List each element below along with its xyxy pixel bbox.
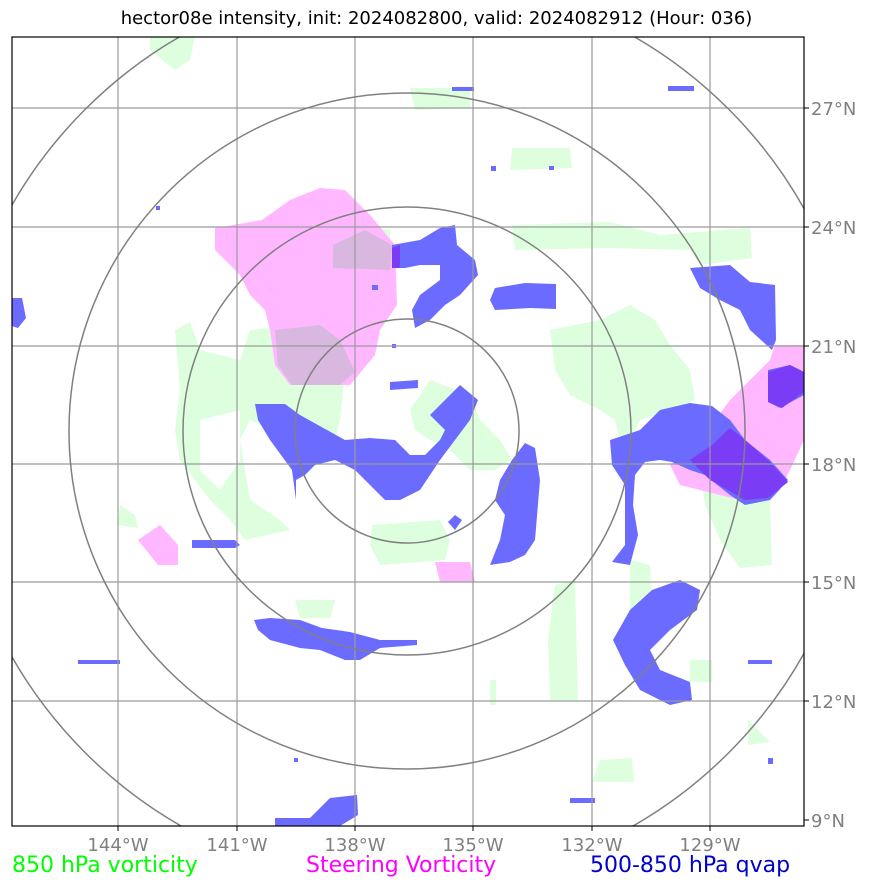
lat-tick-label: 21°N [811, 337, 856, 358]
lon-tick-label: 132°W [561, 835, 622, 856]
lon-tick-label: 144°W [87, 835, 148, 856]
lat-tick-label: 15°N [811, 573, 856, 594]
legend-vorticity-850: 850 hPa vorticity [12, 853, 198, 878]
lat-tick-label: 12°N [811, 692, 856, 713]
range-ring-outer [68, 92, 746, 770]
lon-tick-label: 138°W [324, 835, 385, 856]
gridlines [12, 37, 804, 826]
lon-tick-label: 141°W [206, 835, 267, 856]
legend-steering-vorticity: Steering Vorticity [306, 853, 497, 878]
latitude-labels: 27°N 24°N 21°N 18°N 15°N 12°N 9°N [811, 99, 856, 832]
legend-qvap: 500-850 hPa qvap [590, 853, 791, 878]
map-frame [11, 36, 805, 827]
lat-tick-label: 27°N [811, 99, 856, 120]
tick-marks [117, 107, 809, 831]
lat-tick-label: 18°N [811, 455, 856, 476]
lat-tick-label: 9°N [811, 811, 845, 832]
map-title: hector08e intensity, init: 2024082800, v… [120, 8, 753, 29]
range-ring-middle [182, 206, 632, 656]
overlap-field [275, 230, 392, 385]
lon-tick-label: 135°W [442, 835, 503, 856]
lon-tick-label: 129°W [679, 835, 740, 856]
lat-tick-label: 24°N [811, 218, 856, 239]
range-ring-inner [294, 318, 520, 544]
qvap-field [12, 86, 804, 826]
longitude-labels: 144°W 141°W 138°W 135°W 132°W 129°W [87, 835, 740, 856]
